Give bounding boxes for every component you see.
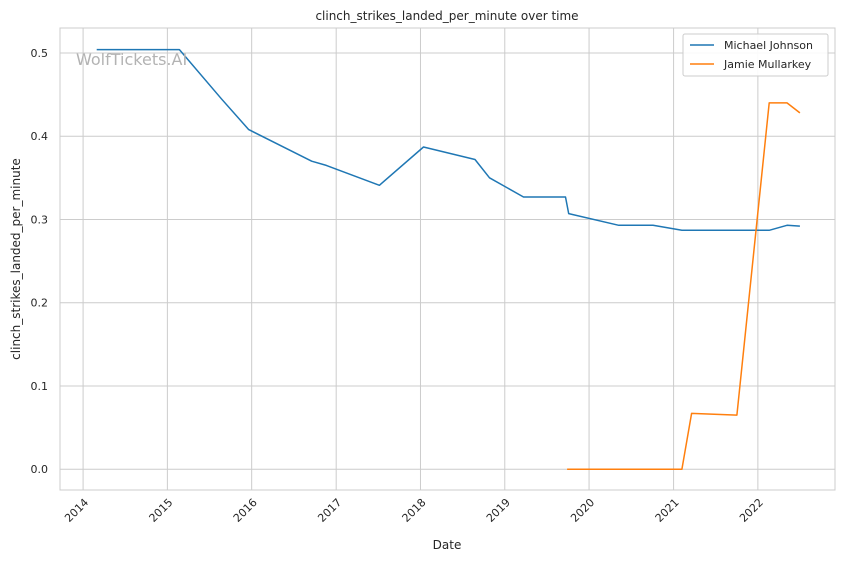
x-axis-title: Date <box>433 538 462 552</box>
x-tick-label: 2015 <box>147 496 176 525</box>
x-tick-label: 2021 <box>653 496 682 525</box>
y-tick-label: 0.3 <box>31 213 49 226</box>
grid-layer <box>60 28 835 490</box>
y-tick-label: 0.1 <box>31 380 49 393</box>
plot-frame <box>59 27 836 491</box>
series-line-jamie-mullarkey <box>567 102 801 470</box>
series-layer <box>96 48 801 470</box>
series-line-michael-johnson <box>96 48 800 232</box>
y-tick-label: 0.4 <box>31 130 49 143</box>
legend: Michael Johnson Jamie Mullarkey <box>682 33 829 77</box>
x-tick-label: 2016 <box>231 496 260 525</box>
x-tick-label: 2022 <box>737 496 766 525</box>
legend-label-michael-johnson: Michael Johnson <box>724 39 813 52</box>
x-tick-label: 2019 <box>484 496 513 525</box>
y-axis-title: clinch_strikes_landed_per_minute <box>9 158 23 360</box>
x-tick-label: 2014 <box>62 496 91 525</box>
x-tick-label: 2017 <box>315 496 344 525</box>
legend-label-jamie-mullarkey: Jamie Mullarkey <box>723 58 812 71</box>
y-tick-label: 0.0 <box>31 463 49 476</box>
y-tick-label: 0.2 <box>31 297 49 310</box>
chart-title: clinch_strikes_landed_per_minute over ti… <box>315 9 578 23</box>
x-tick-label: 2020 <box>568 496 597 525</box>
plot-area <box>60 28 835 490</box>
y-tick-label: 0.5 <box>31 47 49 60</box>
x-tick-label: 2018 <box>400 496 429 525</box>
watermark: WolfTickets.AI <box>76 50 187 69</box>
legend-box <box>682 33 829 77</box>
